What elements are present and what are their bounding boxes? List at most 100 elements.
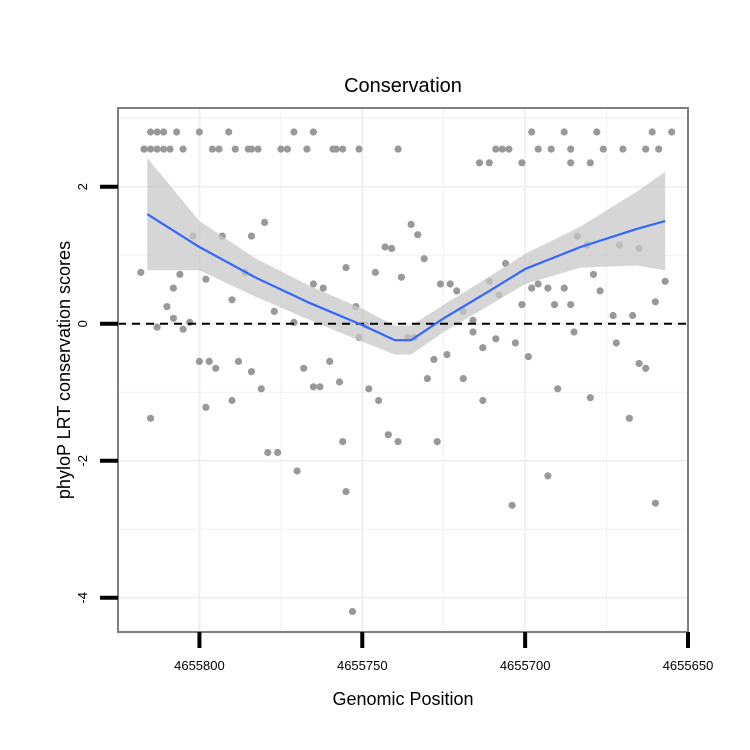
y-tick-label: 0 (75, 320, 90, 327)
data-point (270, 307, 278, 315)
data-point (160, 128, 168, 136)
data-point (332, 145, 340, 153)
data-point (147, 414, 155, 422)
data-point (309, 280, 317, 288)
data-point (524, 353, 533, 361)
data-point (169, 314, 177, 322)
data-point (479, 344, 487, 352)
data-point (651, 298, 660, 306)
data-point (208, 145, 217, 153)
data-point (492, 145, 500, 153)
data-point (274, 448, 282, 457)
data-point (179, 145, 187, 153)
data-point (485, 159, 493, 167)
data-point (257, 385, 265, 393)
data-point (342, 488, 350, 496)
data-point (609, 311, 617, 320)
data-point (436, 280, 445, 288)
data-point (169, 284, 177, 292)
data-point (290, 318, 298, 326)
data-point (355, 145, 363, 153)
data-point (547, 145, 555, 153)
data-point (655, 145, 663, 153)
data-point (176, 270, 184, 278)
data-point (348, 607, 357, 616)
data-point (629, 311, 637, 320)
data-point (186, 318, 194, 326)
data-point (342, 264, 350, 272)
data-point (651, 499, 660, 507)
data-point (518, 159, 526, 167)
data-point (528, 128, 536, 136)
y-tick-label: 2 (75, 183, 90, 190)
y-tick-label: -4 (75, 592, 90, 604)
data-point (479, 396, 487, 405)
data-point (586, 394, 594, 402)
data-point (290, 128, 298, 136)
data-point (254, 145, 262, 153)
data-point (205, 357, 213, 365)
data-point (475, 159, 484, 167)
data-point (166, 145, 174, 153)
data-point (498, 145, 506, 153)
data-point (469, 328, 477, 336)
data-point (407, 220, 415, 228)
data-point (518, 301, 526, 309)
data-point (309, 128, 317, 136)
x-tick-label: 4655650 (663, 658, 714, 673)
data-point (446, 280, 454, 288)
data-point (544, 472, 552, 480)
data-point (215, 145, 223, 153)
data-point (394, 145, 402, 153)
data-point (567, 145, 575, 153)
x-axis-title: Genomic Position (332, 689, 473, 709)
data-point (283, 145, 291, 153)
data-point (309, 383, 317, 391)
data-point (179, 325, 187, 333)
data-point (137, 268, 145, 276)
data-point (550, 301, 559, 309)
data-point (163, 303, 171, 311)
y-tick-label: -2 (75, 455, 90, 467)
data-point (339, 145, 347, 153)
data-point (365, 385, 373, 393)
data-point (293, 467, 301, 475)
data-point (147, 145, 155, 153)
data-point (228, 396, 236, 405)
data-point (661, 277, 669, 285)
data-point (339, 438, 347, 446)
data-point (326, 357, 334, 365)
loess-smooth-line (146, 213, 666, 342)
data-point (459, 375, 467, 383)
data-point (303, 145, 311, 153)
x-tick-label: 4655700 (500, 658, 551, 673)
data-point (147, 128, 155, 136)
data-point (433, 438, 441, 446)
data-point (202, 275, 210, 283)
data-point (335, 378, 344, 386)
data-point (420, 255, 428, 263)
data-point (534, 280, 542, 288)
data-point (300, 364, 308, 372)
plot-frame (117, 107, 689, 633)
data-point (453, 287, 461, 295)
data-point (228, 296, 236, 304)
data-point (469, 316, 477, 324)
data-point (589, 270, 598, 278)
data-point (560, 284, 568, 292)
data-point (642, 364, 650, 372)
data-point (593, 128, 601, 136)
data-point (316, 383, 324, 391)
data-point (554, 385, 562, 393)
data-point (173, 128, 181, 136)
confidence-ribbon (147, 158, 666, 355)
data-point (264, 448, 272, 457)
data-point (153, 128, 161, 136)
data-point (642, 145, 650, 153)
data-point (414, 231, 422, 239)
data-point (612, 339, 620, 347)
data-point (153, 323, 161, 331)
data-point (560, 128, 568, 136)
data-point (528, 284, 536, 292)
